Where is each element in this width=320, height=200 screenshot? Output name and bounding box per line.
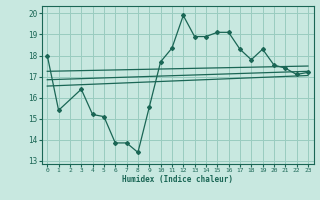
X-axis label: Humidex (Indice chaleur): Humidex (Indice chaleur) [122, 175, 233, 184]
